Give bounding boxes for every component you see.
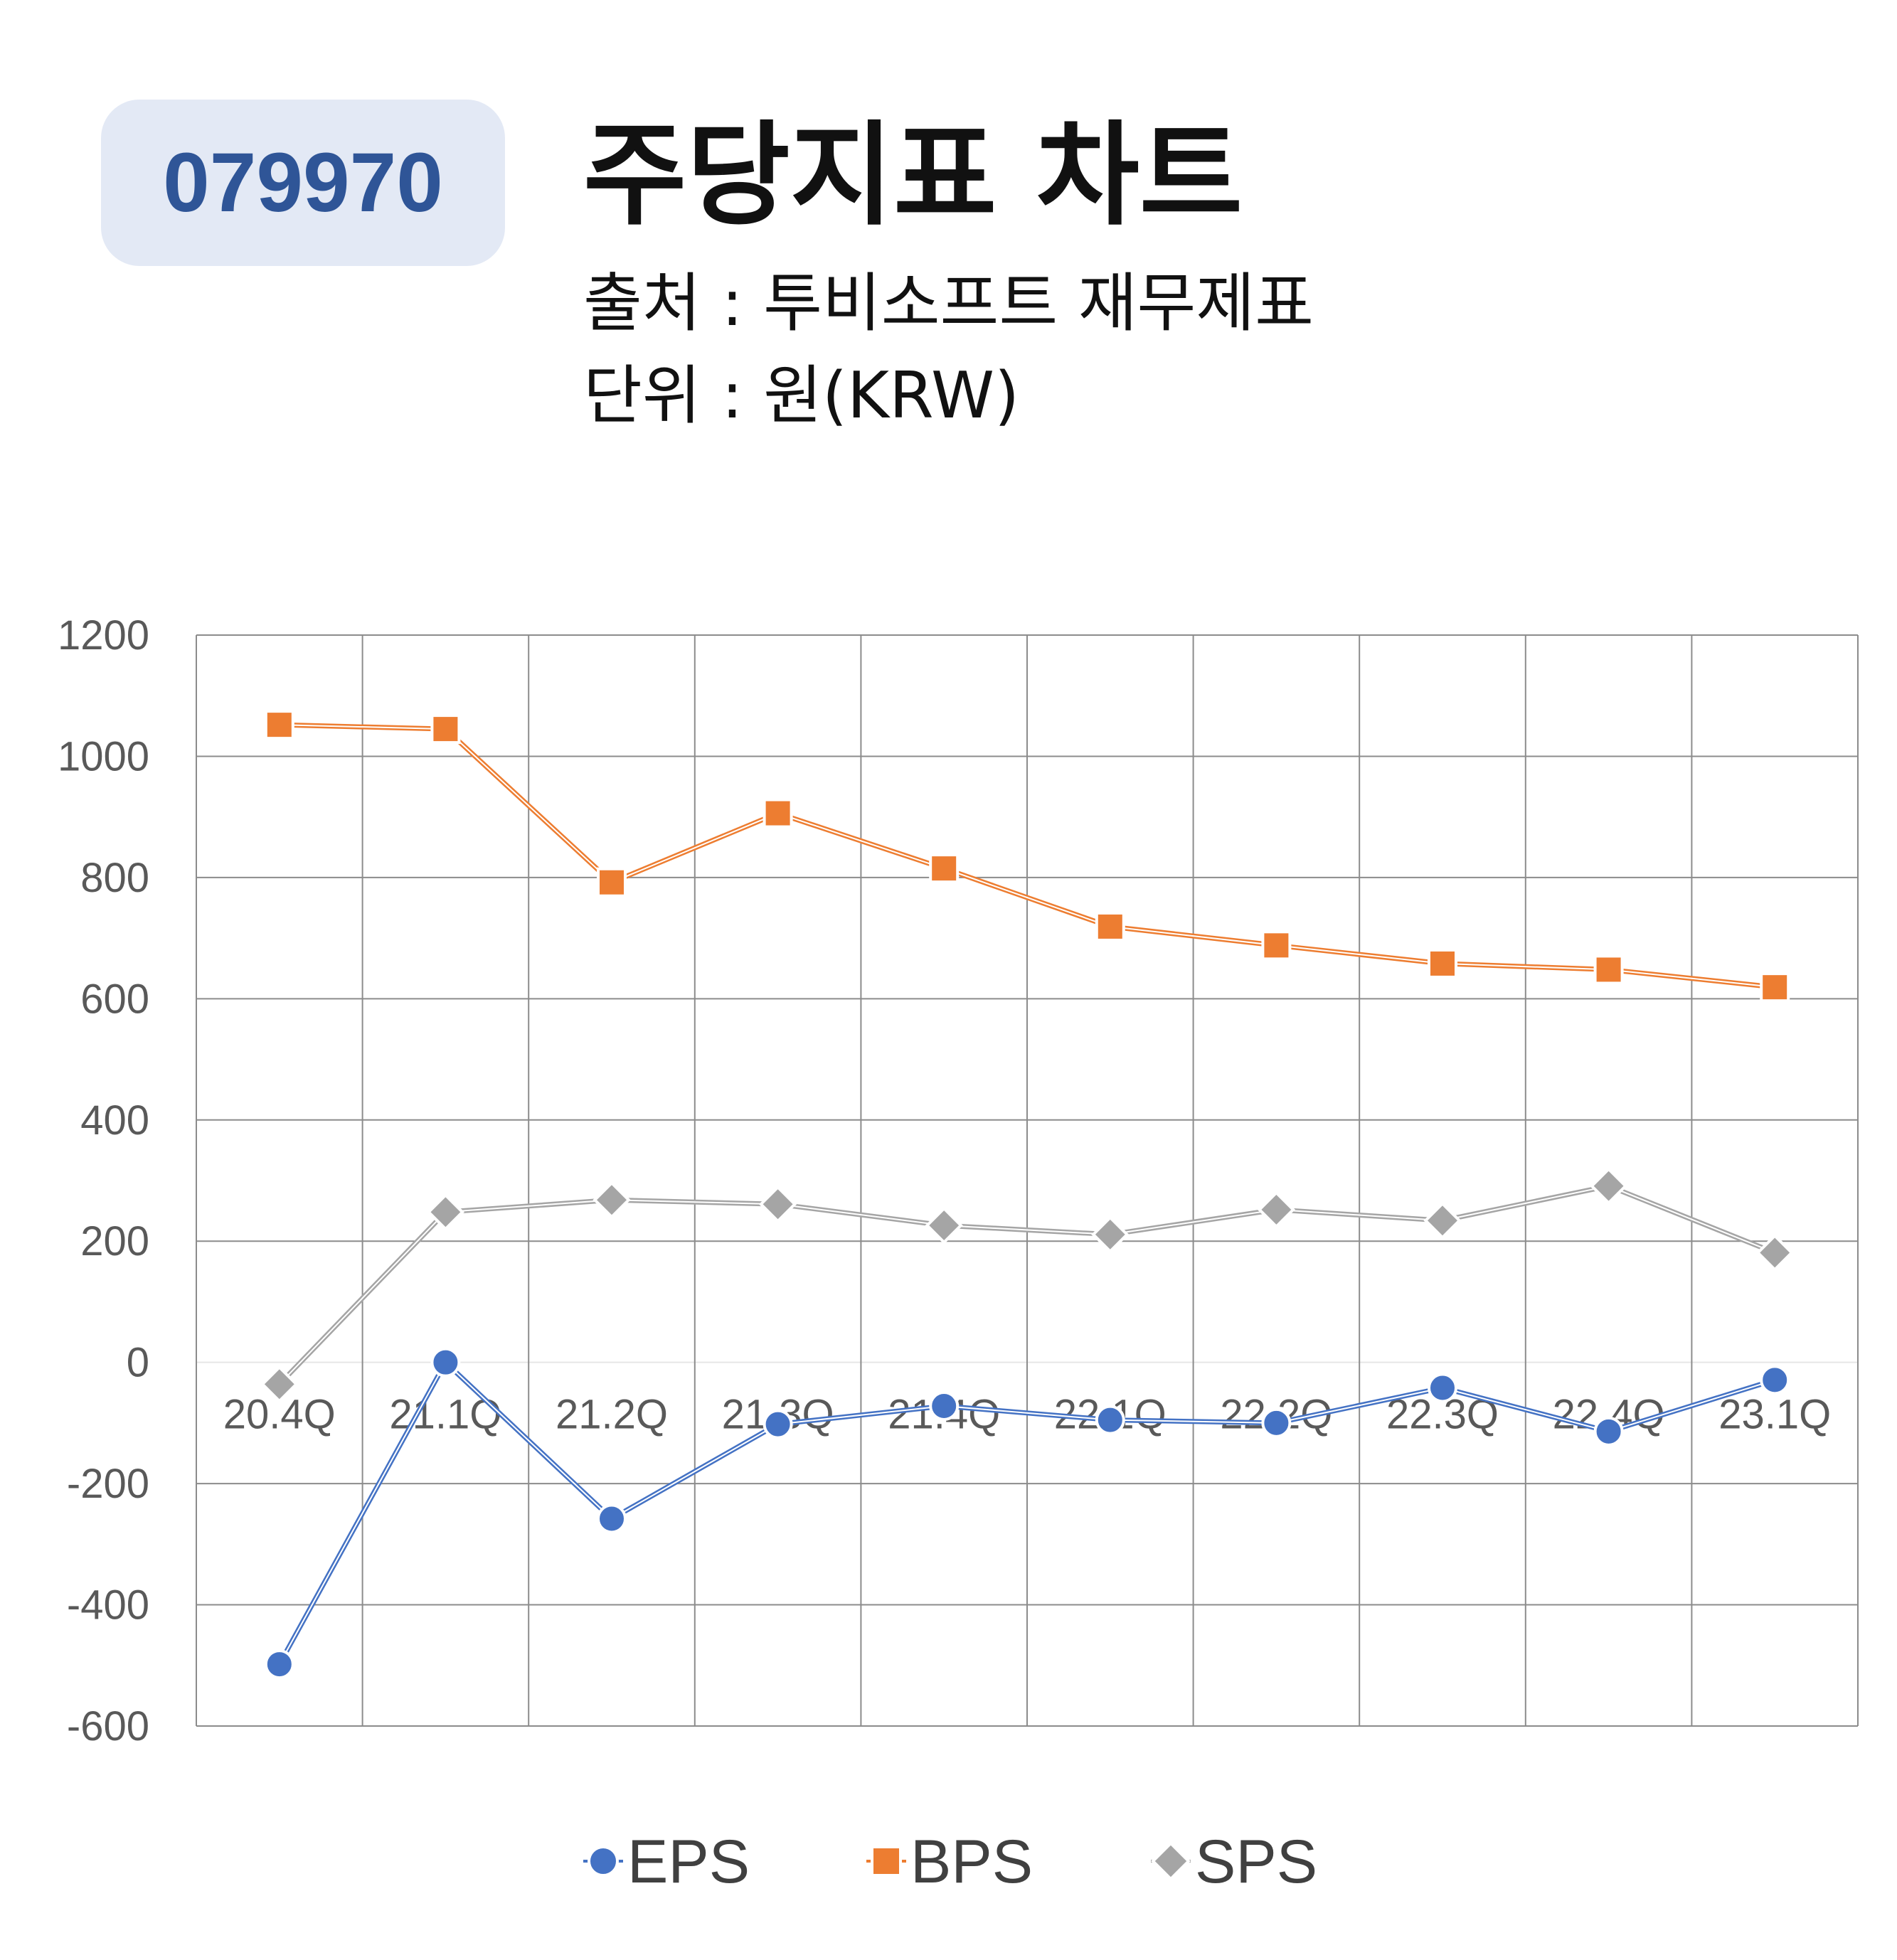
point-marker: [430, 714, 461, 745]
point-marker: [1428, 1373, 1457, 1403]
point-marker: [1095, 911, 1125, 942]
point-marker: [929, 1391, 960, 1422]
legend-label: SPS: [1195, 1828, 1317, 1896]
y-tick-label: 400: [80, 1097, 149, 1144]
series-eps: [264, 1347, 1790, 1680]
point-marker: [260, 1365, 299, 1403]
source-label: 출처 : 투비소프트 재무제표: [583, 266, 1314, 341]
chart-title: 주당지표 차트: [583, 110, 1243, 241]
point-marker: [929, 853, 960, 884]
series-sps: [260, 1167, 1794, 1403]
legend-label: EPS: [627, 1828, 750, 1896]
point-marker: [597, 867, 627, 898]
legend-item-sps: SPS: [1151, 1828, 1317, 1896]
point-marker: [762, 798, 793, 829]
legend-label: BPS: [910, 1828, 1033, 1896]
y-axis: -600 -400 -200 0 200 400 600 800 1000 1200: [58, 612, 149, 1749]
point-marker: [1261, 930, 1292, 961]
y-tick-label: 200: [80, 1218, 149, 1264]
x-tick-label: 21.2Q: [556, 1392, 668, 1438]
stock-code: 079970: [163, 136, 443, 230]
y-tick-label: 800: [80, 855, 149, 901]
point-marker: [597, 1503, 627, 1534]
legend-item-eps: EPS: [583, 1828, 750, 1896]
point-marker: [1760, 972, 1790, 1003]
y-tick-label: 600: [80, 976, 149, 1022]
y-tick-label: 1000: [58, 733, 149, 779]
point-marker: [593, 1181, 631, 1219]
point-marker: [264, 710, 294, 740]
legend: EPS BPS SPS: [583, 1828, 1317, 1896]
x-tick-label: 23.1Q: [1718, 1392, 1831, 1438]
legend-item-bps: BPS: [866, 1828, 1033, 1896]
point-marker: [1261, 1407, 1292, 1438]
point-marker: [871, 1846, 902, 1877]
y-tick-label: 1200: [58, 612, 149, 659]
point-marker: [1095, 1405, 1125, 1435]
y-tick-label: -600: [67, 1703, 149, 1749]
point-marker: [925, 1206, 963, 1245]
point-marker: [1423, 1201, 1462, 1240]
point-marker: [264, 1649, 294, 1680]
point-marker: [430, 1347, 461, 1378]
unit-label: 단위 : 원(KRW): [583, 358, 1020, 433]
point-marker: [1428, 948, 1457, 979]
point-marker: [1593, 954, 1624, 985]
y-tick-label: 0: [127, 1340, 149, 1386]
point-marker: [1760, 1365, 1790, 1395]
point-marker: [426, 1193, 464, 1231]
point-marker: [1755, 1233, 1794, 1272]
point-marker: [1151, 1841, 1191, 1881]
stock-code-badge: 079970: [101, 100, 505, 266]
point-marker: [1593, 1416, 1624, 1447]
series-line-inner: [278, 1361, 1775, 1665]
grid: [196, 634, 1859, 1727]
series-bps: [264, 710, 1790, 1003]
point-marker: [762, 1409, 793, 1439]
series-line-inner: [279, 1185, 1775, 1385]
point-marker: [1257, 1191, 1295, 1229]
series: [260, 710, 1794, 1680]
y-tick-label: -400: [67, 1582, 149, 1629]
point-marker: [588, 1846, 619, 1877]
point-marker: [1091, 1215, 1130, 1254]
point-marker: [759, 1185, 797, 1223]
y-tick-label: -200: [67, 1461, 149, 1507]
series-line-inner: [279, 724, 1775, 989]
point-marker: [1590, 1167, 1628, 1205]
